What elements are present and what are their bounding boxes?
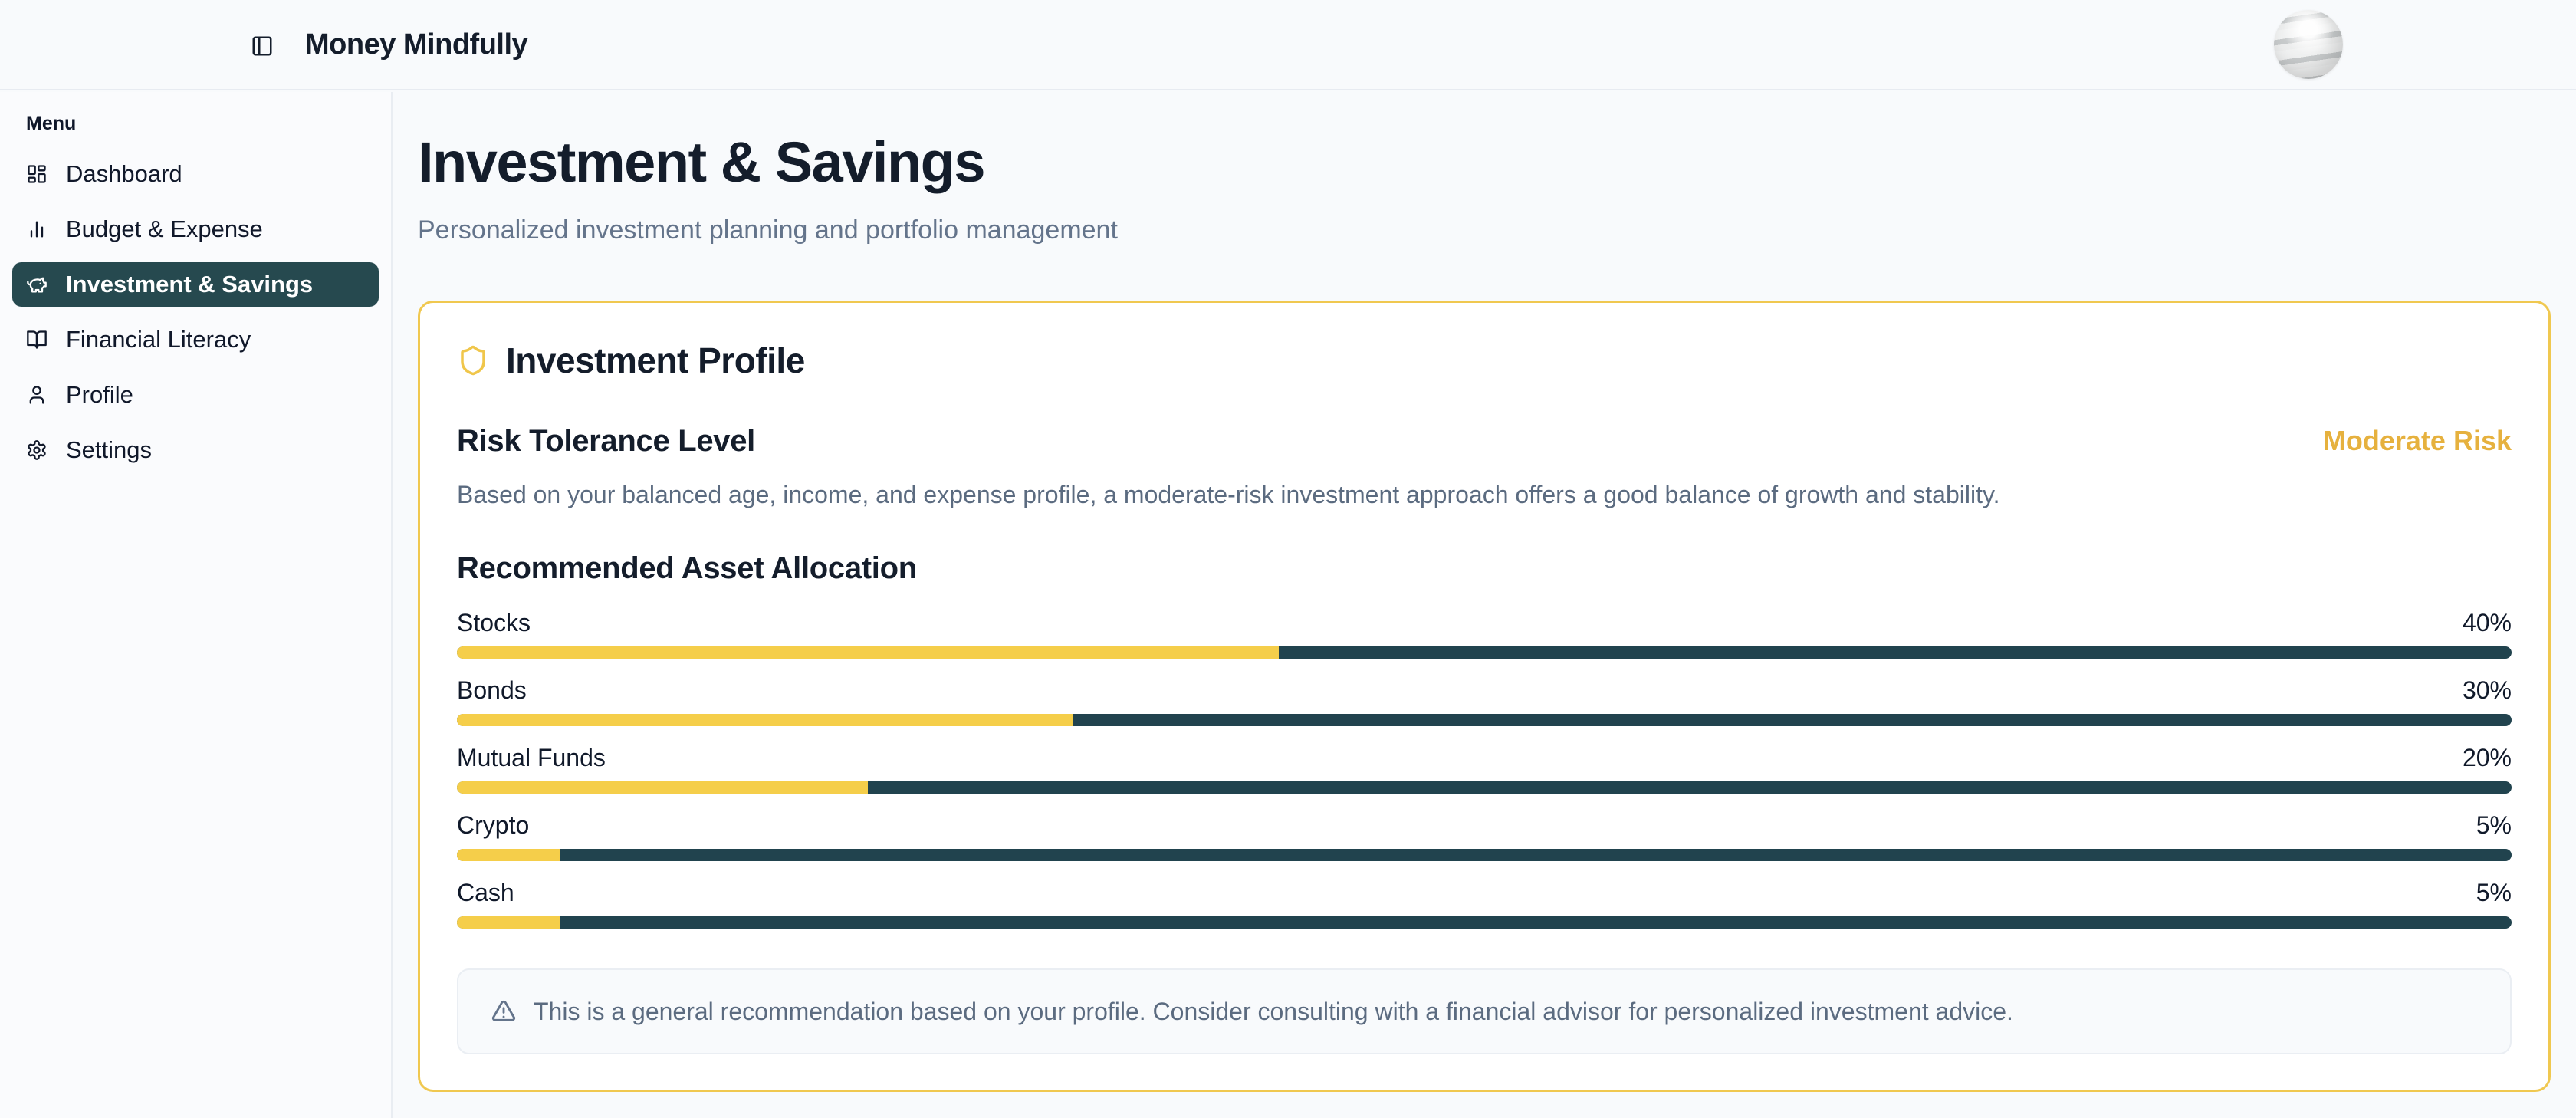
sidebar-item-label: Dashboard xyxy=(66,160,182,187)
sidebar-nav: Dashboard Budget & Expense Investment & … xyxy=(12,152,379,472)
sidebar-item-dashboard[interactable]: Dashboard xyxy=(12,152,379,196)
sidebar-item-investment-savings[interactable]: Investment & Savings xyxy=(12,262,379,307)
allocation-row: Crypto 5% xyxy=(457,812,2512,861)
allocation-label: Stocks xyxy=(457,609,531,636)
bar-chart-icon xyxy=(26,219,48,240)
allocation-list: Stocks 40% Bonds 30% xyxy=(457,610,2512,929)
sidebar-toggle-button[interactable] xyxy=(245,29,279,63)
sidebar-item-financial-literacy[interactable]: Financial Literacy xyxy=(12,317,379,362)
card-header: Investment Profile xyxy=(457,340,2512,381)
avatar[interactable] xyxy=(2274,10,2343,79)
allocation-bar-fill xyxy=(457,714,1073,726)
book-open-icon xyxy=(26,329,48,350)
allocation-row: Cash 5% xyxy=(457,880,2512,929)
allocation-row: Stocks 40% xyxy=(457,610,2512,659)
allocation-label: Cash xyxy=(457,879,514,906)
user-icon xyxy=(26,384,48,406)
warning-triangle-icon xyxy=(491,998,517,1024)
allocation-bar-fill xyxy=(457,781,868,794)
allocation-bar-track xyxy=(457,714,2512,726)
investment-profile-card: Investment Profile Risk Tolerance Level … xyxy=(418,301,2551,1092)
advisory-note-text: This is a general recommendation based o… xyxy=(534,998,2013,1025)
allocation-bar-track xyxy=(457,646,2512,659)
risk-tolerance-row: Risk Tolerance Level Moderate Risk xyxy=(457,423,2512,459)
sidebar-item-budget-expense[interactable]: Budget & Expense xyxy=(12,207,379,252)
sidebar-item-label: Investment & Savings xyxy=(66,271,314,298)
allocation-row: Mutual Funds 20% xyxy=(457,745,2512,794)
allocation-percent: 5% xyxy=(2476,879,2512,906)
advisory-note: This is a general recommendation based o… xyxy=(457,968,2512,1054)
piggy-bank-icon xyxy=(26,274,48,295)
allocation-bar-track xyxy=(457,916,2512,929)
allocation-heading: Recommended Asset Allocation xyxy=(457,551,917,585)
allocation-label: Crypto xyxy=(457,811,530,839)
sidebar-item-label: Settings xyxy=(66,436,153,463)
allocation-percent: 30% xyxy=(2462,676,2512,704)
sidebar-item-label: Budget & Expense xyxy=(66,215,263,242)
app-header: Money Mindfully xyxy=(0,0,2576,90)
card-title: Investment Profile xyxy=(506,340,805,380)
allocation-bar-fill xyxy=(457,646,1279,659)
sidebar: Menu Dashboard Budget & Expense Investme… xyxy=(0,92,393,1118)
page-title: Investment & Savings xyxy=(418,130,986,194)
risk-level-badge: Moderate Risk xyxy=(2322,425,2512,456)
allocation-row: Bonds 30% xyxy=(457,677,2512,726)
allocation-bar-fill xyxy=(457,916,560,929)
allocation-percent: 40% xyxy=(2462,609,2512,636)
risk-tolerance-heading: Risk Tolerance Level xyxy=(457,424,756,458)
allocation-percent: 5% xyxy=(2476,811,2512,839)
sidebar-menu-label: Menu xyxy=(26,113,77,134)
shield-icon xyxy=(457,344,489,377)
allocation-bar-track xyxy=(457,849,2512,861)
gear-icon xyxy=(26,439,48,461)
risk-description: Based on your balanced age, income, and … xyxy=(457,481,2000,508)
panel-left-icon xyxy=(251,35,274,58)
sidebar-item-profile[interactable]: Profile xyxy=(12,373,379,417)
app-title: Money Mindfully xyxy=(305,28,528,61)
allocation-label: Mutual Funds xyxy=(457,744,606,771)
allocation-bar-fill xyxy=(457,849,560,861)
page-subtitle: Personalized investment planning and por… xyxy=(418,215,1118,245)
allocation-percent: 20% xyxy=(2462,744,2512,771)
allocation-label: Bonds xyxy=(457,676,527,704)
allocation-bar-track xyxy=(457,781,2512,794)
dashboard-icon xyxy=(26,163,48,185)
sidebar-item-settings[interactable]: Settings xyxy=(12,428,379,472)
main-content: Investment & Savings Personalized invest… xyxy=(394,92,2576,1092)
sidebar-item-label: Profile xyxy=(66,381,133,408)
sidebar-item-label: Financial Literacy xyxy=(66,326,251,353)
